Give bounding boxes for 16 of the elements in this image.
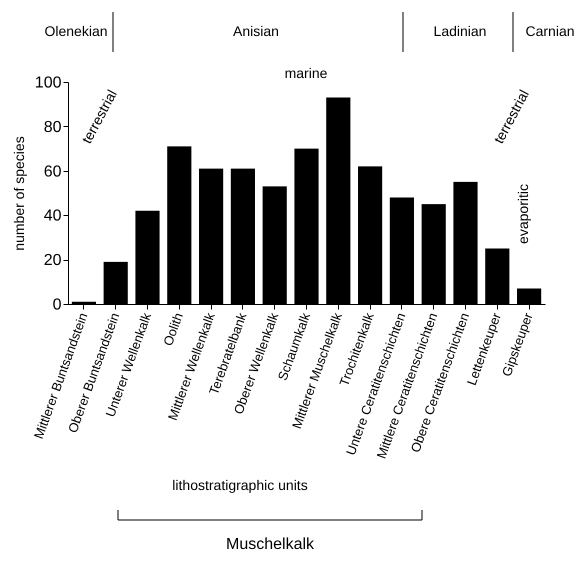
annotation: evaporitic [515, 184, 531, 244]
y-tick-label: 0 [52, 296, 62, 314]
y-tick-label: 80 [44, 118, 62, 136]
y-tick-label: 60 [44, 163, 62, 180]
text: marine [284, 65, 328, 81]
text: Anisian [233, 23, 279, 39]
text: Carnian [525, 23, 575, 39]
y-tick-label: 100 [34, 74, 62, 92]
text: Olenekian [44, 23, 108, 39]
y-tick-label: 40 [44, 208, 62, 225]
y-axis-title: number of species [10, 136, 27, 251]
text: lithostratigraphic units [172, 477, 308, 493]
text: Muschelkalk [226, 536, 316, 553]
text: Ladinian [434, 23, 486, 39]
x-tick-label: Oolith [160, 310, 186, 348]
y-tick-label: 20 [44, 252, 62, 270]
